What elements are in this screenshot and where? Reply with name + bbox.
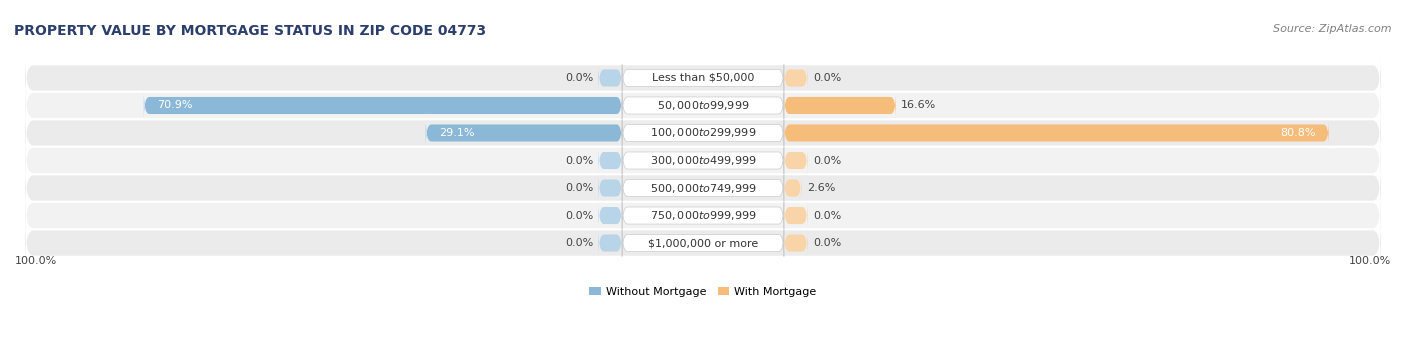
Text: 0.0%: 0.0% bbox=[565, 155, 593, 166]
Text: 0.0%: 0.0% bbox=[565, 73, 593, 83]
FancyBboxPatch shape bbox=[25, 195, 1381, 236]
Text: $1,000,000 or more: $1,000,000 or more bbox=[648, 238, 758, 248]
FancyBboxPatch shape bbox=[785, 65, 807, 91]
Text: 29.1%: 29.1% bbox=[439, 128, 475, 138]
Text: 0.0%: 0.0% bbox=[565, 183, 593, 193]
FancyBboxPatch shape bbox=[621, 147, 785, 174]
Text: PROPERTY VALUE BY MORTGAGE STATUS IN ZIP CODE 04773: PROPERTY VALUE BY MORTGAGE STATUS IN ZIP… bbox=[14, 24, 486, 38]
Text: $300,000 to $499,999: $300,000 to $499,999 bbox=[650, 154, 756, 167]
FancyBboxPatch shape bbox=[599, 230, 621, 256]
Text: $500,000 to $749,999: $500,000 to $749,999 bbox=[650, 182, 756, 194]
FancyBboxPatch shape bbox=[25, 85, 1381, 126]
FancyBboxPatch shape bbox=[25, 57, 1381, 98]
FancyBboxPatch shape bbox=[143, 92, 621, 119]
Text: Source: ZipAtlas.com: Source: ZipAtlas.com bbox=[1274, 24, 1392, 34]
Text: $750,000 to $999,999: $750,000 to $999,999 bbox=[650, 209, 756, 222]
Text: 0.0%: 0.0% bbox=[813, 155, 841, 166]
Text: 100.0%: 100.0% bbox=[15, 256, 58, 266]
Text: 16.6%: 16.6% bbox=[901, 101, 936, 111]
Text: $100,000 to $299,999: $100,000 to $299,999 bbox=[650, 126, 756, 139]
FancyBboxPatch shape bbox=[621, 174, 785, 202]
FancyBboxPatch shape bbox=[621, 65, 785, 91]
Text: 80.8%: 80.8% bbox=[1279, 128, 1316, 138]
Text: 2.6%: 2.6% bbox=[807, 183, 835, 193]
FancyBboxPatch shape bbox=[25, 140, 1381, 181]
FancyBboxPatch shape bbox=[599, 202, 621, 229]
Text: 0.0%: 0.0% bbox=[813, 73, 841, 83]
FancyBboxPatch shape bbox=[25, 168, 1381, 208]
FancyBboxPatch shape bbox=[621, 202, 785, 229]
Text: 100.0%: 100.0% bbox=[1348, 256, 1391, 266]
Legend: Without Mortgage, With Mortgage: Without Mortgage, With Mortgage bbox=[585, 282, 821, 301]
Text: 0.0%: 0.0% bbox=[565, 238, 593, 248]
FancyBboxPatch shape bbox=[785, 92, 896, 119]
FancyBboxPatch shape bbox=[621, 92, 785, 119]
FancyBboxPatch shape bbox=[426, 120, 621, 147]
FancyBboxPatch shape bbox=[621, 120, 785, 147]
FancyBboxPatch shape bbox=[599, 174, 621, 202]
FancyBboxPatch shape bbox=[785, 174, 801, 202]
Text: Less than $50,000: Less than $50,000 bbox=[652, 73, 754, 83]
Text: 0.0%: 0.0% bbox=[813, 210, 841, 221]
FancyBboxPatch shape bbox=[785, 120, 1329, 147]
FancyBboxPatch shape bbox=[785, 230, 807, 256]
FancyBboxPatch shape bbox=[25, 223, 1381, 264]
Text: 70.9%: 70.9% bbox=[157, 101, 193, 111]
FancyBboxPatch shape bbox=[785, 147, 807, 174]
FancyBboxPatch shape bbox=[621, 230, 785, 256]
FancyBboxPatch shape bbox=[599, 65, 621, 91]
FancyBboxPatch shape bbox=[599, 147, 621, 174]
Text: 0.0%: 0.0% bbox=[565, 210, 593, 221]
FancyBboxPatch shape bbox=[25, 113, 1381, 153]
FancyBboxPatch shape bbox=[785, 202, 807, 229]
Text: $50,000 to $99,999: $50,000 to $99,999 bbox=[657, 99, 749, 112]
Text: 0.0%: 0.0% bbox=[813, 238, 841, 248]
